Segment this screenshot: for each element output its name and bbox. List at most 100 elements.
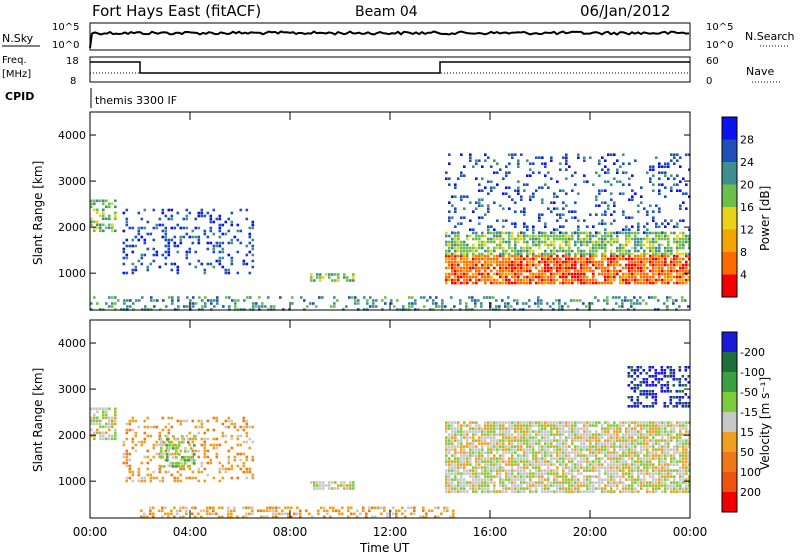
data-cell: [457, 439, 460, 442]
data-cell: [212, 208, 216, 212]
data-cell: [191, 458, 195, 462]
data-cell: [463, 466, 466, 469]
data-cell: [580, 451, 583, 454]
data-cell: [637, 243, 640, 247]
data-cell: [637, 421, 640, 424]
data-cell: [537, 299, 540, 302]
data-cell: [188, 437, 192, 441]
data-cell: [463, 246, 466, 250]
data-cell: [622, 463, 625, 466]
data-cell: [532, 225, 535, 228]
freq-left-tick-top: 18: [66, 56, 79, 67]
data-cell: [538, 442, 541, 445]
data-cell: [643, 427, 646, 430]
data-cell: [495, 305, 498, 308]
data-cell: [493, 272, 496, 276]
data-cell: [490, 186, 493, 189]
data-cell: [481, 454, 484, 457]
data-cell: [352, 481, 355, 484]
data-cell: [604, 237, 607, 241]
data-cell: [321, 296, 324, 299]
data-cell: [532, 192, 535, 195]
data-cell: [523, 424, 526, 427]
data-cell: [472, 263, 475, 267]
data-cell: [111, 416, 114, 420]
data-cell: [586, 427, 589, 430]
data-cell: [484, 257, 487, 261]
data-cell: [685, 234, 688, 238]
data-cell: [490, 189, 493, 192]
data-cell: [526, 466, 529, 469]
data-cell: [445, 487, 448, 490]
data-cell: [251, 509, 254, 513]
data-cell: [646, 445, 649, 448]
data-cell: [337, 487, 340, 490]
data-cell: [281, 509, 284, 513]
data-cell: [619, 263, 622, 267]
data-cell: [466, 257, 469, 261]
data-cell: [670, 174, 673, 177]
data-cell: [601, 269, 604, 273]
data-cell: [583, 427, 586, 430]
data-cell: [179, 458, 183, 462]
data-cell: [547, 454, 550, 457]
data-cell: [604, 266, 607, 270]
data-cell: [511, 246, 514, 250]
data-cell: [649, 439, 652, 442]
data-cell: [634, 424, 637, 427]
data-cell: [538, 171, 541, 174]
data-cell: [413, 509, 416, 513]
data-cell: [445, 240, 448, 244]
data-cell: [522, 302, 525, 305]
data-cell: [658, 252, 661, 256]
data-cell: [625, 249, 628, 253]
data-cell: [258, 305, 261, 308]
data-cell: [565, 237, 568, 241]
data-cell: [508, 451, 511, 454]
data-cell: [688, 263, 691, 267]
data-cell: [460, 424, 463, 427]
data-cell: [487, 484, 490, 487]
data-cell: [496, 257, 499, 261]
data-cell: [622, 439, 625, 442]
data-cell: [580, 466, 583, 469]
data-cell: [448, 243, 451, 247]
data-cell: [652, 442, 655, 445]
data-cell: [514, 222, 517, 225]
data-cell: [649, 457, 652, 460]
data-cell: [194, 476, 198, 480]
data-cell: [595, 439, 598, 442]
data-cell: [152, 470, 156, 474]
data-cell: [688, 466, 691, 469]
data-cell: [319, 276, 322, 279]
data-cell: [170, 425, 174, 429]
data-cell: [622, 472, 625, 475]
data-cell: [508, 246, 511, 250]
data-cell: [607, 436, 610, 439]
data-cell: [645, 302, 648, 305]
data-cell: [93, 413, 96, 417]
data-cell: [197, 470, 201, 474]
data-cell: [179, 467, 183, 471]
data-cell: [200, 470, 204, 474]
data-cell: [490, 445, 493, 448]
data-cell: [583, 424, 586, 427]
data-cell: [529, 460, 532, 463]
data-cell: [466, 481, 469, 484]
data-cell: [182, 467, 186, 471]
data-cell: [131, 440, 135, 444]
data-cell: [646, 228, 649, 231]
data-cell: [646, 275, 649, 279]
data-cell: [652, 266, 655, 270]
data-cell: [326, 512, 329, 516]
data-cell: [475, 430, 478, 433]
data-cell: [182, 515, 185, 519]
data-cell: [643, 260, 646, 264]
data-cell: [676, 433, 679, 436]
data-cell: [630, 405, 634, 408]
data-cell: [646, 469, 649, 472]
data-cell: [469, 269, 472, 273]
data-cell: [562, 475, 565, 478]
data-cell: [642, 299, 645, 302]
data-cell: [320, 506, 323, 510]
